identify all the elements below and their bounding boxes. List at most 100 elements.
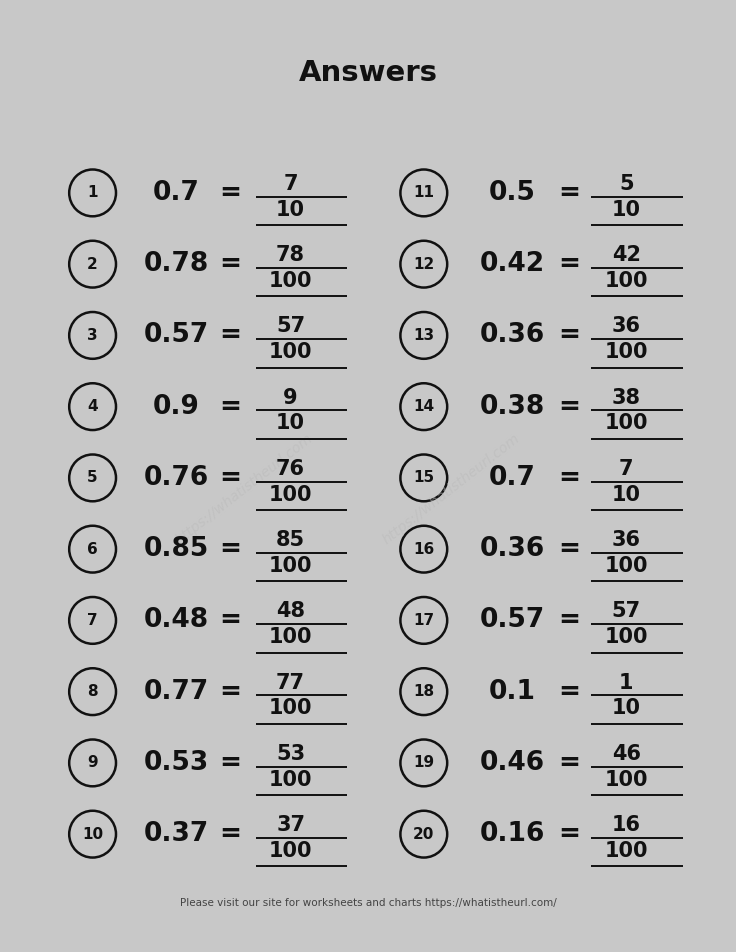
- Text: 48: 48: [276, 602, 305, 622]
- Text: 10: 10: [276, 200, 305, 220]
- Text: 53: 53: [276, 744, 305, 764]
- Text: 0.57: 0.57: [144, 323, 209, 348]
- Text: =: =: [219, 393, 241, 420]
- Text: 16: 16: [612, 815, 641, 835]
- Text: 0.37: 0.37: [144, 822, 209, 847]
- Text: =: =: [219, 607, 241, 633]
- Text: 85: 85: [276, 530, 305, 550]
- Text: 0.42: 0.42: [479, 251, 545, 277]
- Text: 37: 37: [276, 815, 305, 835]
- Text: =: =: [219, 679, 241, 704]
- Text: 20: 20: [413, 826, 434, 842]
- Text: 0.38: 0.38: [479, 393, 545, 420]
- Text: 10: 10: [612, 200, 641, 220]
- Text: =: =: [559, 180, 581, 206]
- Text: 9: 9: [283, 387, 298, 407]
- Text: 9: 9: [88, 755, 98, 770]
- Text: =: =: [559, 465, 581, 491]
- Text: 15: 15: [413, 470, 434, 486]
- Text: 46: 46: [612, 744, 641, 764]
- Text: 2: 2: [88, 257, 98, 271]
- Text: 100: 100: [604, 627, 648, 647]
- Text: =: =: [559, 607, 581, 633]
- Text: 57: 57: [276, 316, 305, 336]
- Text: 0.36: 0.36: [479, 536, 545, 562]
- Text: =: =: [219, 822, 241, 847]
- Text: =: =: [219, 180, 241, 206]
- Text: 14: 14: [413, 399, 434, 414]
- Text: 0.16: 0.16: [479, 822, 545, 847]
- Text: 10: 10: [82, 826, 103, 842]
- Text: 77: 77: [276, 673, 305, 693]
- Text: =: =: [559, 536, 581, 562]
- Text: 7: 7: [619, 459, 634, 479]
- Text: 11: 11: [414, 186, 434, 201]
- Text: 100: 100: [604, 841, 648, 861]
- Text: =: =: [219, 750, 241, 776]
- Text: 0.78: 0.78: [144, 251, 209, 277]
- Text: https://whatistheurl.com: https://whatistheurl.com: [172, 431, 315, 547]
- Text: 0.48: 0.48: [144, 607, 209, 633]
- Text: 100: 100: [604, 270, 648, 290]
- Text: 42: 42: [612, 245, 641, 265]
- Text: 100: 100: [269, 699, 312, 719]
- Text: Answers: Answers: [299, 59, 437, 88]
- Text: 10: 10: [612, 485, 641, 505]
- Text: 100: 100: [269, 627, 312, 647]
- Text: 36: 36: [612, 530, 641, 550]
- Text: 7: 7: [88, 613, 98, 628]
- Text: 10: 10: [612, 699, 641, 719]
- Text: 100: 100: [269, 556, 312, 576]
- Text: 0.7: 0.7: [489, 465, 535, 491]
- Text: 0.7: 0.7: [153, 180, 199, 206]
- Text: =: =: [219, 536, 241, 562]
- Text: 0.76: 0.76: [144, 465, 209, 491]
- Text: 0.36: 0.36: [479, 323, 545, 348]
- Text: =: =: [559, 822, 581, 847]
- Text: 100: 100: [269, 342, 312, 362]
- Text: 36: 36: [612, 316, 641, 336]
- Text: 5: 5: [88, 470, 98, 486]
- Text: 78: 78: [276, 245, 305, 265]
- Text: 8: 8: [88, 684, 98, 699]
- Text: 57: 57: [612, 602, 641, 622]
- Text: =: =: [219, 323, 241, 348]
- Text: 16: 16: [413, 542, 434, 557]
- Text: 12: 12: [413, 257, 434, 271]
- Text: 100: 100: [269, 841, 312, 861]
- Text: 76: 76: [276, 459, 305, 479]
- Text: =: =: [559, 679, 581, 704]
- Text: 100: 100: [604, 556, 648, 576]
- Text: 100: 100: [269, 769, 312, 789]
- Text: 0.85: 0.85: [144, 536, 209, 562]
- Text: 6: 6: [88, 542, 98, 557]
- Text: 13: 13: [413, 327, 434, 343]
- Text: 1: 1: [619, 673, 634, 693]
- Text: 4: 4: [88, 399, 98, 414]
- Text: 19: 19: [413, 755, 434, 770]
- Text: 0.46: 0.46: [479, 750, 545, 776]
- Text: 100: 100: [604, 413, 648, 433]
- Text: 5: 5: [619, 174, 634, 194]
- Text: 0.9: 0.9: [153, 393, 199, 420]
- Text: =: =: [219, 251, 241, 277]
- Text: 3: 3: [88, 327, 98, 343]
- Text: 10: 10: [276, 413, 305, 433]
- Text: 0.5: 0.5: [489, 180, 535, 206]
- Text: Please visit our site for worksheets and charts https://whatistheurl.com/: Please visit our site for worksheets and…: [180, 898, 556, 907]
- Text: =: =: [559, 393, 581, 420]
- Text: =: =: [559, 750, 581, 776]
- Text: 38: 38: [612, 387, 641, 407]
- Text: 1: 1: [88, 186, 98, 201]
- Text: 100: 100: [604, 342, 648, 362]
- Text: 100: 100: [604, 769, 648, 789]
- Text: =: =: [559, 323, 581, 348]
- Text: 0.53: 0.53: [144, 750, 209, 776]
- Text: 18: 18: [413, 684, 434, 699]
- Text: =: =: [559, 251, 581, 277]
- Text: 7: 7: [283, 174, 298, 194]
- Text: 100: 100: [269, 270, 312, 290]
- Text: 100: 100: [269, 485, 312, 505]
- Text: =: =: [219, 465, 241, 491]
- Text: 0.1: 0.1: [489, 679, 536, 704]
